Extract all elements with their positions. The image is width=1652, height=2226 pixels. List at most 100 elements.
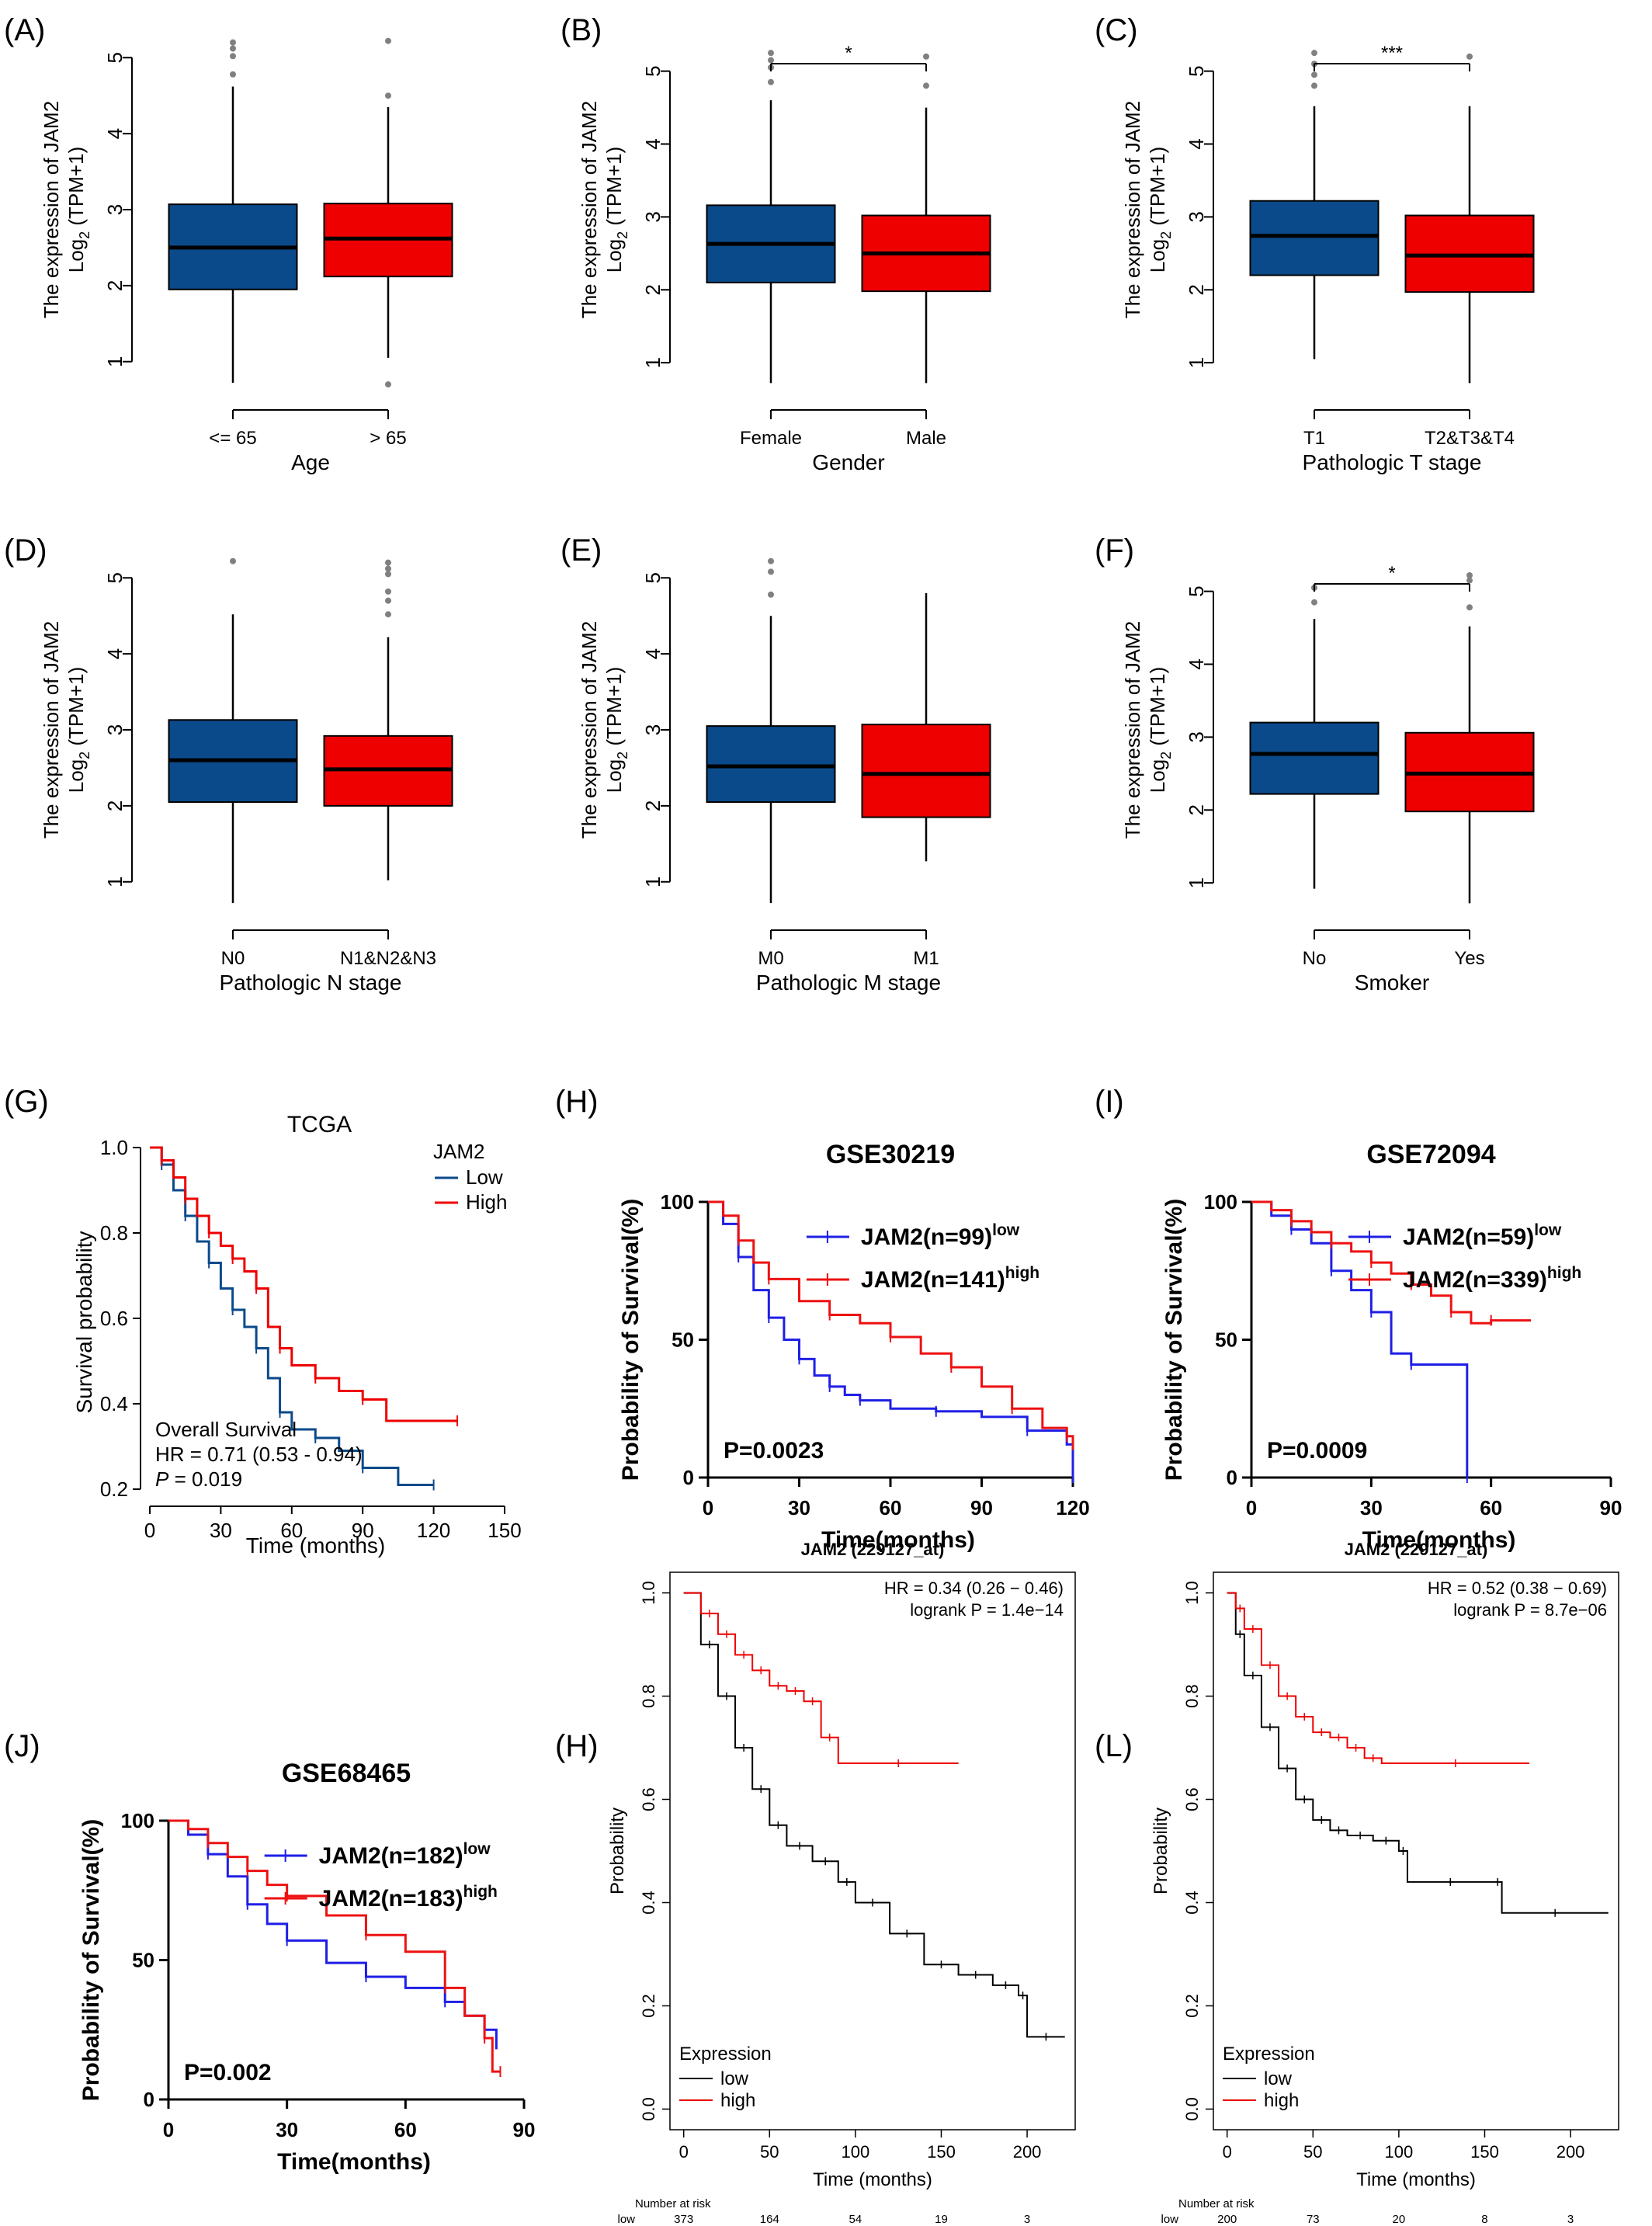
outlier-point: [923, 53, 929, 60]
y-axis-title: Probability of Survival(%): [618, 1199, 644, 1481]
y-tick-label: 50: [672, 1328, 694, 1352]
panel-label: (C): [1095, 13, 1138, 47]
ylabel-sub: 2: [1158, 231, 1174, 239]
legend-label-low: JAM2(n=99)low: [861, 1221, 1020, 1250]
outlier-point: [1466, 577, 1473, 584]
y-tick-label: 0.6: [100, 1307, 128, 1330]
x-tick-label: No: [1303, 948, 1327, 969]
x-tick-label: 60: [280, 1519, 303, 1542]
box-blue: [1249, 200, 1380, 276]
km-curve-low: [683, 1592, 1065, 2038]
y-tick-label: 1: [103, 356, 127, 367]
x-axis-title: Pathologic M stage: [756, 971, 941, 995]
plot-frame: [1213, 1571, 1619, 2131]
x-tick-label: Female: [740, 428, 802, 449]
y-tick-label: 3: [103, 724, 127, 735]
x-tick-label: 200: [1013, 2142, 1042, 2162]
ylabel-sub: 2: [1158, 752, 1174, 759]
x-tick-label: 150: [1470, 2142, 1499, 2162]
outlier-point: [768, 557, 774, 564]
y-tick-label: 0.4: [639, 1891, 658, 1915]
ylabel-tpm: (TPM+1): [64, 147, 88, 231]
annotation-overall-survival: Overall Survival: [155, 1418, 297, 1441]
y-tick-label: 5: [1185, 65, 1208, 76]
legend-title: Expression: [1223, 2044, 1315, 2065]
legend-label-low: JAM2(n=182)low: [319, 1840, 491, 1869]
y-axis-title-line2: Log2 (TPM+1): [602, 147, 630, 273]
x-tick-label: 0: [679, 2142, 689, 2162]
legend-label: high: [1264, 2090, 1299, 2111]
y-tick-label: 2: [641, 284, 665, 295]
outlier-point: [230, 39, 236, 46]
y-tick-label: 0: [683, 1466, 694, 1489]
outlier-point: [1311, 71, 1317, 78]
y-axis-title-line1: The expression of JAM2: [40, 101, 63, 318]
outlier-point: [768, 568, 774, 575]
x-tick-label: Male: [906, 428, 946, 449]
y-tick-label: 0.2: [1182, 1994, 1202, 2018]
legend-label: high: [720, 2090, 755, 2111]
panel-label: (G): [4, 1085, 49, 1119]
panel-label: (I): [1095, 1085, 1124, 1119]
outlier-point: [385, 92, 391, 99]
y-tick-label: 3: [641, 724, 665, 735]
y-tick-label: 100: [1204, 1190, 1237, 1214]
risk-title: Number at risk: [1178, 2197, 1255, 2210]
legend-title: JAM2: [433, 1140, 484, 1163]
ylabel-tpm: (TPM+1): [1146, 147, 1169, 231]
legend-sup: low: [463, 1840, 491, 1858]
logrank-text: logrank P = 1.4e−14: [910, 1600, 1064, 1620]
km-curve-low: [1227, 1592, 1609, 1914]
y-axis-title-line2: Log2 (TPM+1): [64, 147, 92, 273]
ylabel-tpm: (TPM+1): [602, 147, 626, 231]
x-tick-label: > 65: [370, 428, 406, 449]
outlier-point: [385, 588, 391, 595]
y-tick-label: 0.6: [639, 1787, 658, 1811]
legend-text: JAM2(n=182): [319, 1843, 463, 1869]
x-tick-label: M0: [758, 948, 783, 969]
y-tick-label: 5: [641, 572, 665, 583]
outlier-point: [230, 53, 236, 60]
risk-low-value: 20: [1393, 2213, 1406, 2226]
y-axis-title-line1: The expression of JAM2: [578, 621, 601, 839]
y-tick-label: 1: [641, 357, 665, 368]
panel-H2: (H) 0 50 100 150 200 0.0 0.2 0.4 0.6 0.8 1.0 JAM2 (2…: [555, 1540, 1076, 2226]
x-tick-label: 150: [488, 1519, 521, 1542]
ylabel-tpm: (TPM+1): [64, 667, 88, 752]
km-curve-high: [683, 1592, 959, 1764]
y-axis-title: Probability of Survival(%): [1161, 1199, 1187, 1481]
outlier-point: [768, 78, 774, 85]
y-tick-label: 0: [144, 2088, 154, 2111]
x-tick-label: T1: [1303, 428, 1325, 449]
chart-title: JAM2 (229127_at): [801, 1540, 945, 1559]
outlier-point: [385, 37, 391, 44]
y-tick-label: 3: [103, 204, 127, 215]
x-tick-label: 0: [1246, 1496, 1257, 1519]
y-tick-label: 0.8: [639, 1684, 658, 1708]
risk-low-value: 8: [1481, 2213, 1487, 2226]
y-tick-label: 0.8: [100, 1221, 128, 1245]
outlier-point: [385, 559, 391, 566]
risk-low-value: 54: [849, 2213, 862, 2226]
x-tick-label: 100: [842, 2142, 870, 2162]
y-tick-label: 2: [103, 800, 127, 811]
km-curve-high: [708, 1200, 1074, 1450]
y-axis-title-line2: Log2 (TPM+1): [602, 667, 630, 793]
y-axis-title-line1: The expression of JAM2: [578, 101, 601, 318]
panel-label: (A): [4, 13, 45, 47]
y-tick-label: 0.6: [1182, 1787, 1202, 1811]
legend-text: JAM2(n=59): [1403, 1224, 1534, 1250]
y-tick-label: 50: [1215, 1328, 1237, 1352]
y-tick-label: 4: [641, 138, 665, 149]
y-tick-label: 2: [1185, 804, 1208, 815]
y-tick-label: 4: [103, 128, 127, 139]
box-blue: [706, 725, 836, 803]
outlier-point: [385, 611, 391, 618]
legend-label: low: [720, 2068, 749, 2089]
x-tick-label: 120: [417, 1519, 450, 1542]
km-curve-high: [168, 1819, 501, 2073]
box-red: [861, 724, 991, 818]
panel-label: (L): [1095, 1729, 1133, 1763]
y-tick-label: 1: [641, 877, 665, 887]
